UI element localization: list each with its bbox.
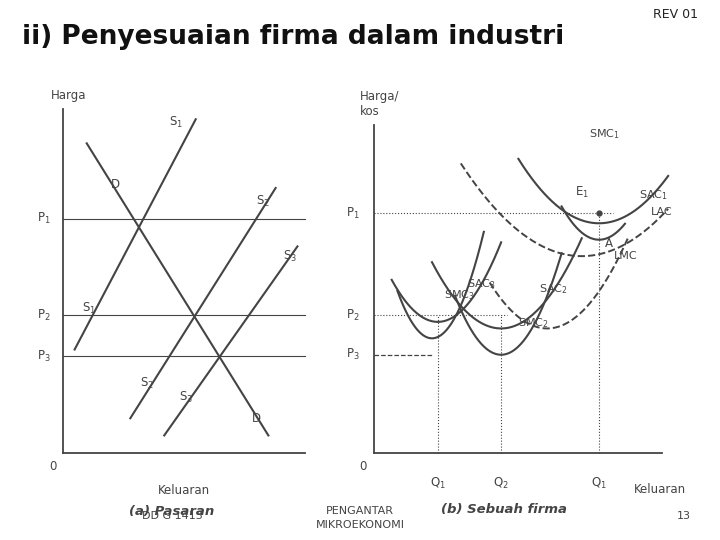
Text: S$_1$: S$_1$	[169, 115, 183, 130]
Text: 13: 13	[677, 511, 691, 522]
Text: MIKROEKONOMI: MIKROEKONOMI	[315, 520, 405, 530]
Text: SAC$_3$: SAC$_3$	[467, 277, 495, 291]
Text: P$_2$: P$_2$	[346, 308, 360, 323]
Text: SMC$_1$: SMC$_1$	[590, 127, 620, 141]
Text: PENGANTAR: PENGANTAR	[326, 506, 394, 516]
Text: S$_3$: S$_3$	[179, 390, 193, 405]
Text: Q$_1$: Q$_1$	[430, 476, 446, 491]
Text: Keluaran: Keluaran	[634, 483, 685, 496]
Text: LAC: LAC	[651, 207, 672, 217]
Text: Harga/
kos: Harga/ kos	[360, 90, 400, 118]
Text: E$_1$: E$_1$	[575, 185, 589, 200]
Text: SAC$_2$: SAC$_2$	[539, 282, 567, 296]
Text: REV 01: REV 01	[654, 8, 698, 21]
Text: P$_3$: P$_3$	[37, 349, 50, 364]
Text: P$_2$: P$_2$	[37, 308, 50, 323]
Text: Harga: Harga	[50, 89, 86, 102]
Text: P$_3$: P$_3$	[346, 347, 360, 362]
Text: SMC$_2$: SMC$_2$	[518, 316, 549, 329]
Text: A: A	[605, 237, 613, 249]
Text: S$_1$: S$_1$	[82, 301, 96, 316]
Text: P$_1$: P$_1$	[37, 211, 50, 226]
Text: S$_2$: S$_2$	[140, 376, 154, 392]
Text: (b) Sebuah firma: (b) Sebuah firma	[441, 503, 567, 516]
Text: SAC$_1$: SAC$_1$	[639, 188, 668, 201]
Text: S$_3$: S$_3$	[283, 249, 297, 264]
Text: SMC$_3$: SMC$_3$	[444, 288, 474, 302]
Text: 0: 0	[49, 460, 56, 473]
Text: P$_1$: P$_1$	[346, 206, 360, 221]
Text: 0: 0	[359, 460, 366, 473]
Text: Keluaran: Keluaran	[158, 483, 210, 497]
Text: DD G 1413: DD G 1413	[143, 511, 203, 522]
Text: D: D	[111, 178, 120, 191]
Text: S$_2$: S$_2$	[256, 194, 270, 210]
Text: ii) Penyesuaian firma dalam industri: ii) Penyesuaian firma dalam industri	[22, 24, 564, 50]
Text: D: D	[252, 412, 261, 425]
Text: Q$_2$: Q$_2$	[493, 476, 509, 491]
Text: LMC: LMC	[613, 251, 637, 261]
Text: (a) Pasaran: (a) Pasaran	[129, 504, 214, 517]
Text: Q$_1$: Q$_1$	[591, 476, 607, 491]
